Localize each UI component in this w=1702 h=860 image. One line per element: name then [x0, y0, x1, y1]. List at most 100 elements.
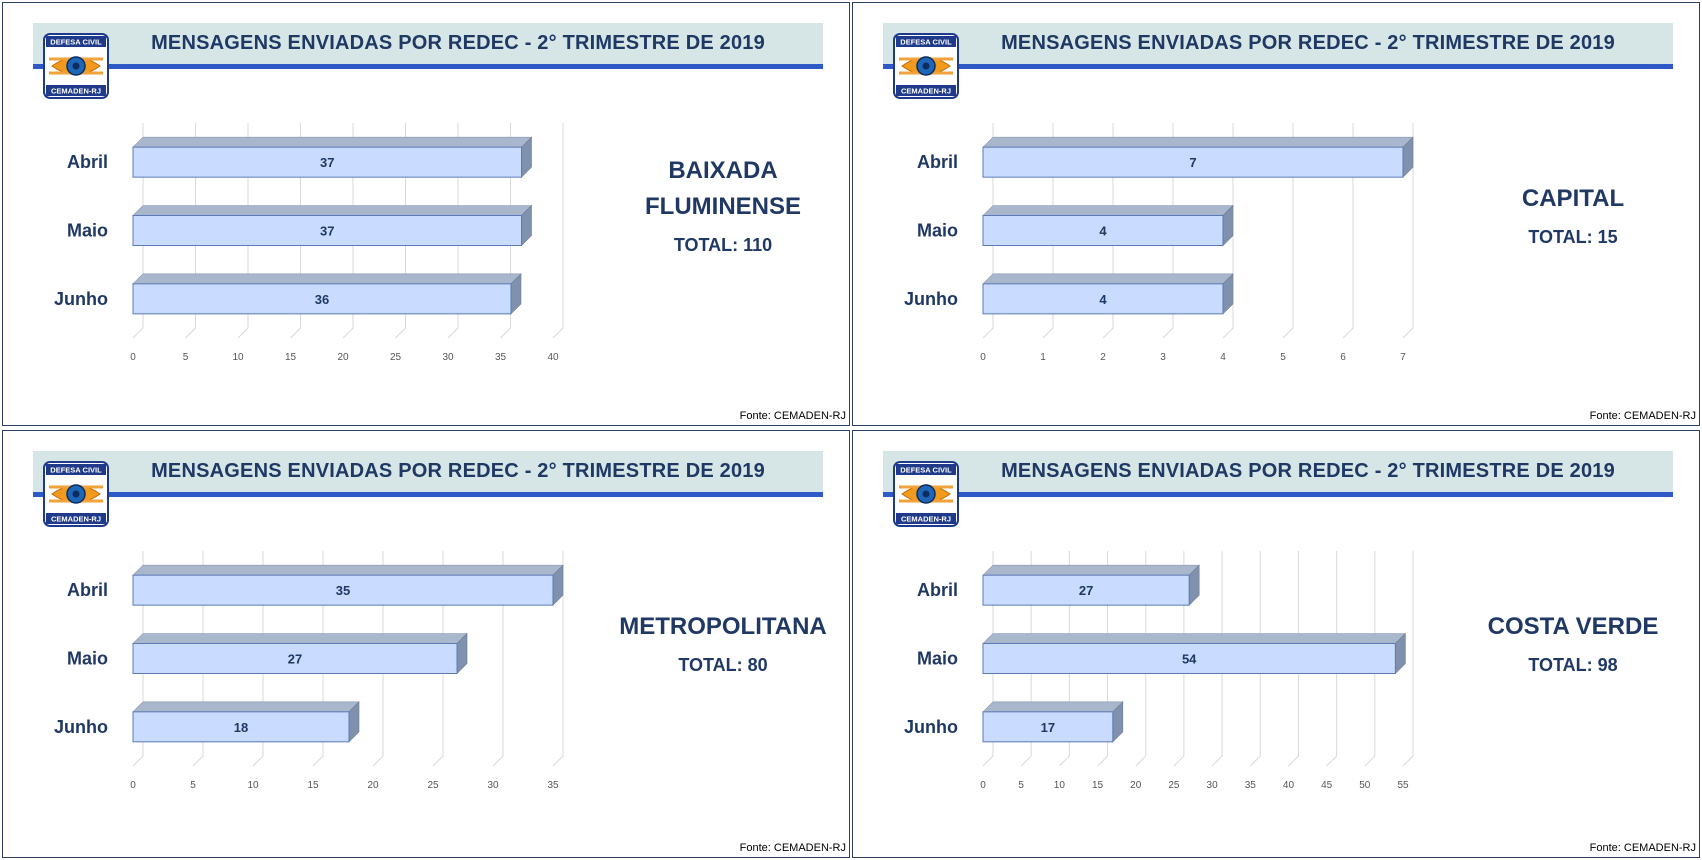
logo-graphic: DEFESA CIVIL CEMADEN-RJ [43, 461, 109, 527]
panel-title: MENSAGENS ENVIADAS POR REDEC - 2° TRIMES… [1001, 32, 1615, 54]
logo-bottom-text: CEMADEN-RJ [901, 87, 951, 96]
gridline [1249, 551, 1261, 767]
gridline [1135, 551, 1147, 767]
x-tick-label: 30 [1207, 780, 1219, 791]
bar-value-label: 35 [336, 583, 350, 598]
bar-value-label: 7 [1189, 155, 1196, 170]
logo-graphic: DEFESA CIVIL CEMADEN-RJ [43, 33, 109, 99]
region-name-line1: CAPITAL [1521, 185, 1625, 212]
gridline [1020, 551, 1032, 767]
gridline [447, 123, 459, 339]
gridline [252, 551, 264, 767]
region-name-line1: METROPOLITANA [619, 613, 827, 640]
bar-top [982, 633, 1407, 644]
source-note: Fonte: CEMADEN-RJ [1589, 842, 1696, 854]
bar-top [132, 136, 533, 148]
x-tick-label: 15 [307, 780, 319, 791]
source-note: Fonte: CEMADEN-RJ [739, 842, 846, 854]
x-tick-label: 4 [1220, 352, 1226, 363]
category-label: Maio [67, 649, 108, 669]
x-tick-label: 35 [1245, 780, 1257, 791]
gridline [1282, 123, 1294, 339]
gridline [395, 123, 406, 339]
category-label: Maio [917, 649, 958, 669]
bar-top [982, 136, 1414, 148]
x-tick-label: 5 [190, 780, 196, 791]
category-label: Maio [67, 221, 108, 241]
x-tick-label: 6 [1340, 352, 1346, 363]
bar [132, 711, 350, 743]
x-tick-label: 35 [495, 352, 507, 363]
x-tick-label: 0 [980, 352, 986, 363]
bar-top [132, 633, 468, 644]
region-name-line2: FLUMINENSE [645, 193, 801, 220]
gridline [1162, 123, 1174, 339]
x-tick-label: 45 [1321, 780, 1333, 791]
gridline [290, 123, 301, 339]
logo-graphic: DEFESA CIVIL CEMADEN-RJ [893, 461, 959, 527]
bar-top [982, 564, 1200, 576]
category-label: Abril [67, 152, 108, 172]
gridline [1364, 551, 1376, 767]
bar-top [132, 273, 522, 285]
category-label: Abril [67, 580, 108, 600]
panel-header: MENSAGENS ENVIADAS POR REDEC - 2° TRIMES… [883, 23, 1673, 69]
gridline [982, 123, 994, 339]
region-block: CAPITAL TOTAL: 15 [1453, 181, 1693, 248]
bar [982, 146, 1404, 178]
bar [132, 215, 522, 246]
bar-value-label: 4 [1099, 292, 1107, 307]
x-tick-label: 25 [390, 352, 402, 363]
bar [982, 574, 1190, 606]
source-note: Fonte: CEMADEN-RJ [1589, 410, 1696, 422]
x-tick-label: 20 [367, 780, 379, 791]
bar-top [132, 564, 564, 576]
bar [132, 146, 522, 178]
category-label: Abril [917, 152, 958, 172]
bar-chart: 0 5 10 15 20 25 30 35 40 37 Abril 37 Maio 36 Junho [33, 113, 633, 413]
logo-graphic: DEFESA CIVIL CEMADEN-RJ [893, 33, 959, 99]
category-label: Junho [904, 289, 958, 309]
region-total: TOTAL: 80 [678, 655, 768, 675]
region-block: COSTA VERDE TOTAL: 98 [1453, 609, 1693, 676]
x-tick-label: 0 [130, 352, 136, 363]
bar-value-label: 54 [1182, 652, 1197, 667]
gridline [492, 551, 504, 767]
chart-svg: 0 5 10 15 20 25 30 35 40 37 Abril 37 Maio 36 Junho [54, 123, 564, 363]
bar [982, 283, 1224, 315]
gridline [237, 123, 249, 339]
gridline [1326, 551, 1338, 767]
region-block: BAIXADA FLUMINENSE TOTAL: 110 [603, 153, 843, 256]
bar-value-label: 27 [288, 652, 302, 667]
x-tick-label: 15 [1092, 780, 1104, 791]
bar-value-label: 27 [1079, 583, 1093, 598]
panel-capital: MENSAGENS ENVIADAS POR REDEC - 2° TRIMES… [852, 2, 1700, 426]
x-tick-label: 0 [980, 780, 986, 791]
bar-value-label: 17 [1041, 720, 1055, 735]
panel-costa-verde: MENSAGENS ENVIADAS POR REDEC - 2° TRIMES… [852, 430, 1700, 858]
gridline [132, 123, 144, 339]
bar-chart: 0 5 10 15 20 25 30 35 35 Abril 27 Maio 18 Junho [33, 541, 633, 841]
panel-baixada-fluminense: MENSAGENS ENVIADAS POR REDEC - 2° TRIMES… [2, 2, 850, 426]
gridline [1042, 123, 1054, 339]
bar-top [132, 205, 533, 216]
x-tick-label: 35 [547, 780, 559, 791]
region-name-line1: COSTA VERDE [1487, 613, 1659, 640]
bar-chart: 0 5 10 15 20 25 30 35 40 45 50 55 27 Abril 54 Maio 17 Jun… [883, 541, 1483, 841]
x-tick-label: 5 [1018, 780, 1024, 791]
panel-header: MENSAGENS ENVIADAS POR REDEC - 2° TRIMES… [33, 451, 823, 497]
x-tick-label: 15 [285, 352, 297, 363]
bar-chart: 0 1 2 3 4 5 6 7 7 Abril 4 Maio 4 Junho [883, 113, 1483, 413]
defesa-civil-logo: DEFESA CIVIL CEMADEN-RJ [893, 461, 959, 527]
bar-top [982, 701, 1124, 713]
x-tick-label: 7 [1400, 352, 1406, 363]
x-tick-label: 2 [1100, 352, 1106, 363]
gridline [132, 551, 144, 767]
bar-value-label: 18 [234, 720, 248, 735]
x-tick-label: 30 [442, 352, 454, 363]
bar-top [982, 273, 1234, 285]
gridline [500, 123, 511, 339]
gridline [1102, 123, 1114, 339]
x-tick-label: 10 [232, 352, 244, 363]
